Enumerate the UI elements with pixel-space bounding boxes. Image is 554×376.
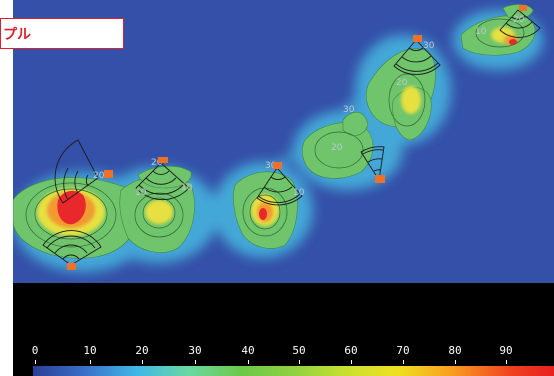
color-scale-bar [33,366,554,376]
radar-station-icon [519,5,527,11]
legend-tick-label: 90 [499,344,513,357]
contour-label: 20 [93,171,105,181]
legend-tick-label: 80 [448,344,462,357]
title-text: プル [3,27,31,43]
title-box: プル [0,18,124,49]
legend-tick-label: 20 [135,344,149,357]
legend-tick-mark [195,360,196,364]
contour-lines [25,18,525,248]
legend-tick-label: 70 [396,344,410,357]
legend-tick-mark [248,360,249,364]
radar-station-icon [158,157,168,163]
contour-label: 10 [475,27,487,37]
radar-station-icons [67,5,527,270]
legend-tick-mark [35,360,36,364]
contour-label: 20 [331,143,343,153]
legend-tick-label: 40 [241,344,255,357]
contour-label: 20 [513,15,525,25]
red-core-layer [57,39,517,225]
legend-tick-mark [351,360,352,364]
legend-tick-mark [299,360,300,364]
contour-labels: 20 20 10 10 30 10 20 30 20 30 20 10 [93,15,525,198]
legend-background [13,283,554,376]
legend-tick-mark [455,360,456,364]
legend-tick-label: 50 [292,344,306,357]
radar-station-icon [375,175,385,183]
legend-tick-mark [506,360,507,364]
legend-tick-mark [90,360,91,364]
legend-tick-mark [142,360,143,364]
legend-tick-label: 10 [83,344,97,357]
radar-station-icon [273,162,282,169]
contour-label: 20 [151,158,163,168]
contour-label: 20 [396,78,408,88]
legend-tick-label: 60 [344,344,358,357]
contour-label: 10 [181,183,193,193]
heatmap-svg: 20 20 10 10 30 10 20 30 20 30 20 10 [13,0,554,283]
contour-label: 10 [293,188,305,198]
radar-station-icon [67,263,76,270]
contour-label: 30 [343,105,355,115]
legend-tick-label: 30 [188,344,202,357]
contour-label: 10 [135,188,147,198]
contour-label: 30 [265,161,277,171]
legend-tick-label: 0 [31,344,39,357]
legend-tick-mark [403,360,404,364]
radar-fans [42,9,541,266]
radar-station-icon [104,170,113,178]
map-area: 20 20 10 10 30 10 20 30 20 30 20 10 [13,0,554,283]
contour-label: 30 [423,41,435,51]
radar-station-icon [413,35,422,42]
